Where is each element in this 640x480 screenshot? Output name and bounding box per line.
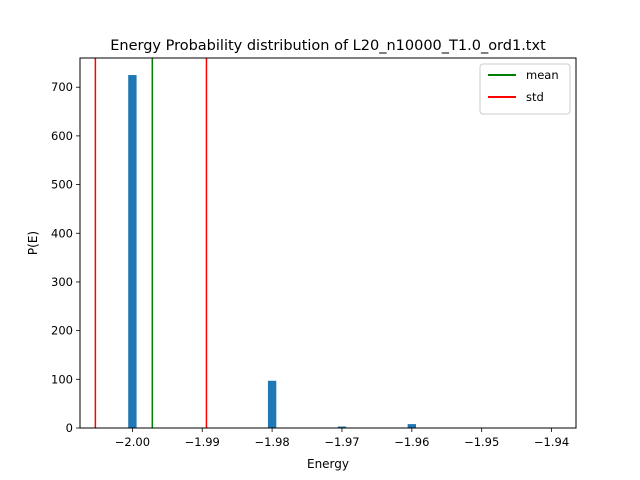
x-tick-label: −1.95 bbox=[464, 435, 499, 449]
x-tick-label: −1.98 bbox=[254, 435, 289, 449]
legend: mean std bbox=[479, 63, 571, 115]
y-tick-label: 100 bbox=[51, 372, 73, 386]
histogram-bar bbox=[407, 424, 417, 428]
legend-box bbox=[479, 63, 571, 115]
y-tick-label: 0 bbox=[66, 421, 73, 435]
y-tick-label: 300 bbox=[51, 275, 73, 289]
legend-label: std bbox=[526, 90, 544, 104]
plot-area: −2.00 −1.99 −1.98 −1.97 −1.96 −1.95 −1.94 0 100 2… bbox=[51, 58, 569, 449]
histogram-bar bbox=[267, 380, 277, 428]
x-tick-label: −1.99 bbox=[185, 435, 220, 449]
x-tick-label: −1.94 bbox=[534, 435, 569, 449]
y-tick-label: 600 bbox=[51, 129, 73, 143]
chart-title: Energy Probability distribution of L20_n… bbox=[110, 38, 546, 54]
x-tick-label: −1.96 bbox=[394, 435, 429, 449]
y-tick-label: 200 bbox=[51, 324, 73, 338]
histogram-bar bbox=[337, 426, 347, 428]
x-tick-label: −1.97 bbox=[324, 435, 359, 449]
histogram-bar bbox=[128, 75, 137, 428]
y-tick-label: 700 bbox=[51, 80, 73, 94]
x-axis-label: Energy bbox=[307, 457, 349, 471]
legend-label: mean bbox=[526, 68, 559, 82]
y-axis-label: P(E) bbox=[26, 231, 40, 255]
y-tick-label: 400 bbox=[51, 226, 73, 240]
x-tick-label: −2.00 bbox=[115, 435, 150, 449]
y-tick-label: 500 bbox=[51, 178, 73, 192]
axes-frame bbox=[79, 57, 577, 429]
